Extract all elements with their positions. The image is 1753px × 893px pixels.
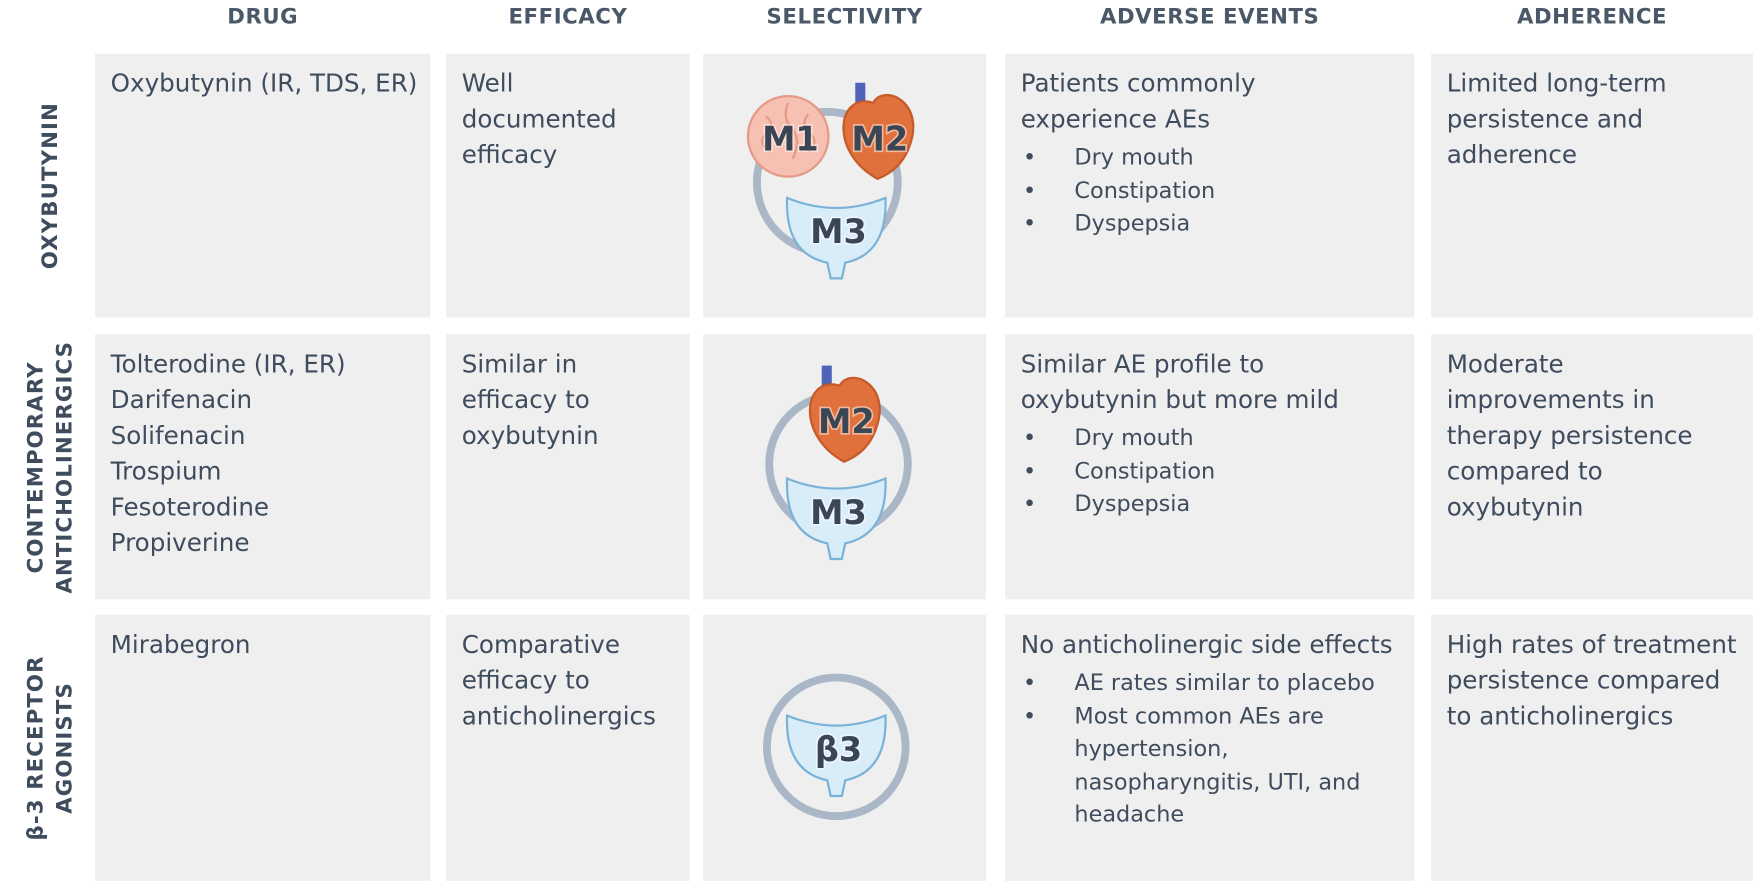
row-label-line: OXYBUTYNIN [38,102,63,270]
adverse-events-cell: Similar AE profile to oxybutynin but mor… [1005,334,1415,600]
adherence-cell: Limited long-term persistence and adhere… [1431,53,1753,318]
selectivity-cell [703,614,987,881]
adverse-events-list: Dry mouthConstipationDyspepsia [1021,141,1399,240]
adherence-text: High rates of treatment persistence comp… [1446,631,1737,732]
column-header: ADHERENCE [1516,4,1668,30]
adherence-text: Moderate improvements in therapy persist… [1446,351,1693,523]
adverse-event: Dyspepsia [1021,487,1399,520]
column-header: SELECTIVITY [766,4,923,30]
adverse-event: AE rates similar to placebo [1021,666,1399,699]
selectivity-cell [703,53,987,318]
column-header: EFFICACY [508,4,628,30]
selectivity-cell [703,334,987,600]
efficacy-text: Similar in efficacy to oxybutynin [461,351,599,451]
adverse-event: Constipation [1021,174,1399,207]
adverse-event: Constipation [1021,454,1399,487]
drug-name: Propiverine [110,529,250,558]
adverse-events-text: No anticholinergic side effects [1020,631,1393,660]
efficacy-text: Comparative efficacy to anticholinergics [461,631,656,732]
row-label-line: β-3 RECEPTOR [23,655,49,841]
drug-name: Tolterodine (IR, ER) [110,351,346,380]
adverse-event: Most common AEs are hypertension, nasoph… [1021,699,1399,831]
efficacy-cell: Comparative efficacy to anticholinergics [446,614,690,881]
adherence-cell: Moderate improvements in therapy persist… [1431,334,1753,600]
adverse-events-cell: Patients commonly experience AEsDry mout… [1005,53,1415,318]
row-label: OXYBUTYNIN [36,40,65,331]
adverse-event: Dyspepsia [1021,207,1399,240]
column-header: DRUG [227,4,299,30]
adverse-events-cell: No anticholinergic side effects AE rates … [1005,614,1415,881]
drug-name: Oxybutynin (IR, TDS, ER) [110,70,418,99]
row-label: β-3 RECEPTOR AGONISTS [21,603,79,893]
drug-cell: Mirabegron [95,614,431,881]
row-label: CONTEMPORARY ANTICHOLINERGICS [21,321,79,612]
adverse-events-list: Dry mouthConstipationDyspepsia [1021,421,1399,520]
adverse-events-list: AE rates similar to placeboMost common A… [1021,666,1399,831]
adverse-events-text: Similar AE profile to oxybutynin but mor… [1020,351,1339,415]
drug-name: Fesoterodine [110,494,270,523]
adverse-event: Dry mouth [1021,141,1399,174]
adherence-text: Limited long-term persistence and adhere… [1446,70,1667,170]
adverse-event: Dry mouth [1021,421,1399,454]
drug-name: Trospium [110,458,222,487]
drug-name: Solifenacin [110,422,246,451]
adherence-cell: High rates of treatment persistence comp… [1431,614,1753,881]
drug-cell: Oxybutynin (IR, TDS, ER) [95,53,431,318]
row-label-line: ANTICHOLINERGICS [52,340,78,594]
row-label-line: CONTEMPORARY [23,360,49,573]
row-label-line: AGONISTS [52,682,78,814]
drug-name: Mirabegron [110,631,251,660]
adverse-events-text: Patients commonly experience AEs [1020,70,1256,135]
column-header: ADVERSE EVENTS [1099,4,1320,30]
efficacy-cell: Well documented efficacy [446,53,690,318]
efficacy-text: Well documented efficacy [461,70,617,170]
drug-name: Darifenacin [110,386,253,415]
drug-cell: Tolterodine (IR, ER) Darifenacin Solifenac… [95,334,431,600]
efficacy-cell: Similar in efficacy to oxybutynin [446,334,690,600]
